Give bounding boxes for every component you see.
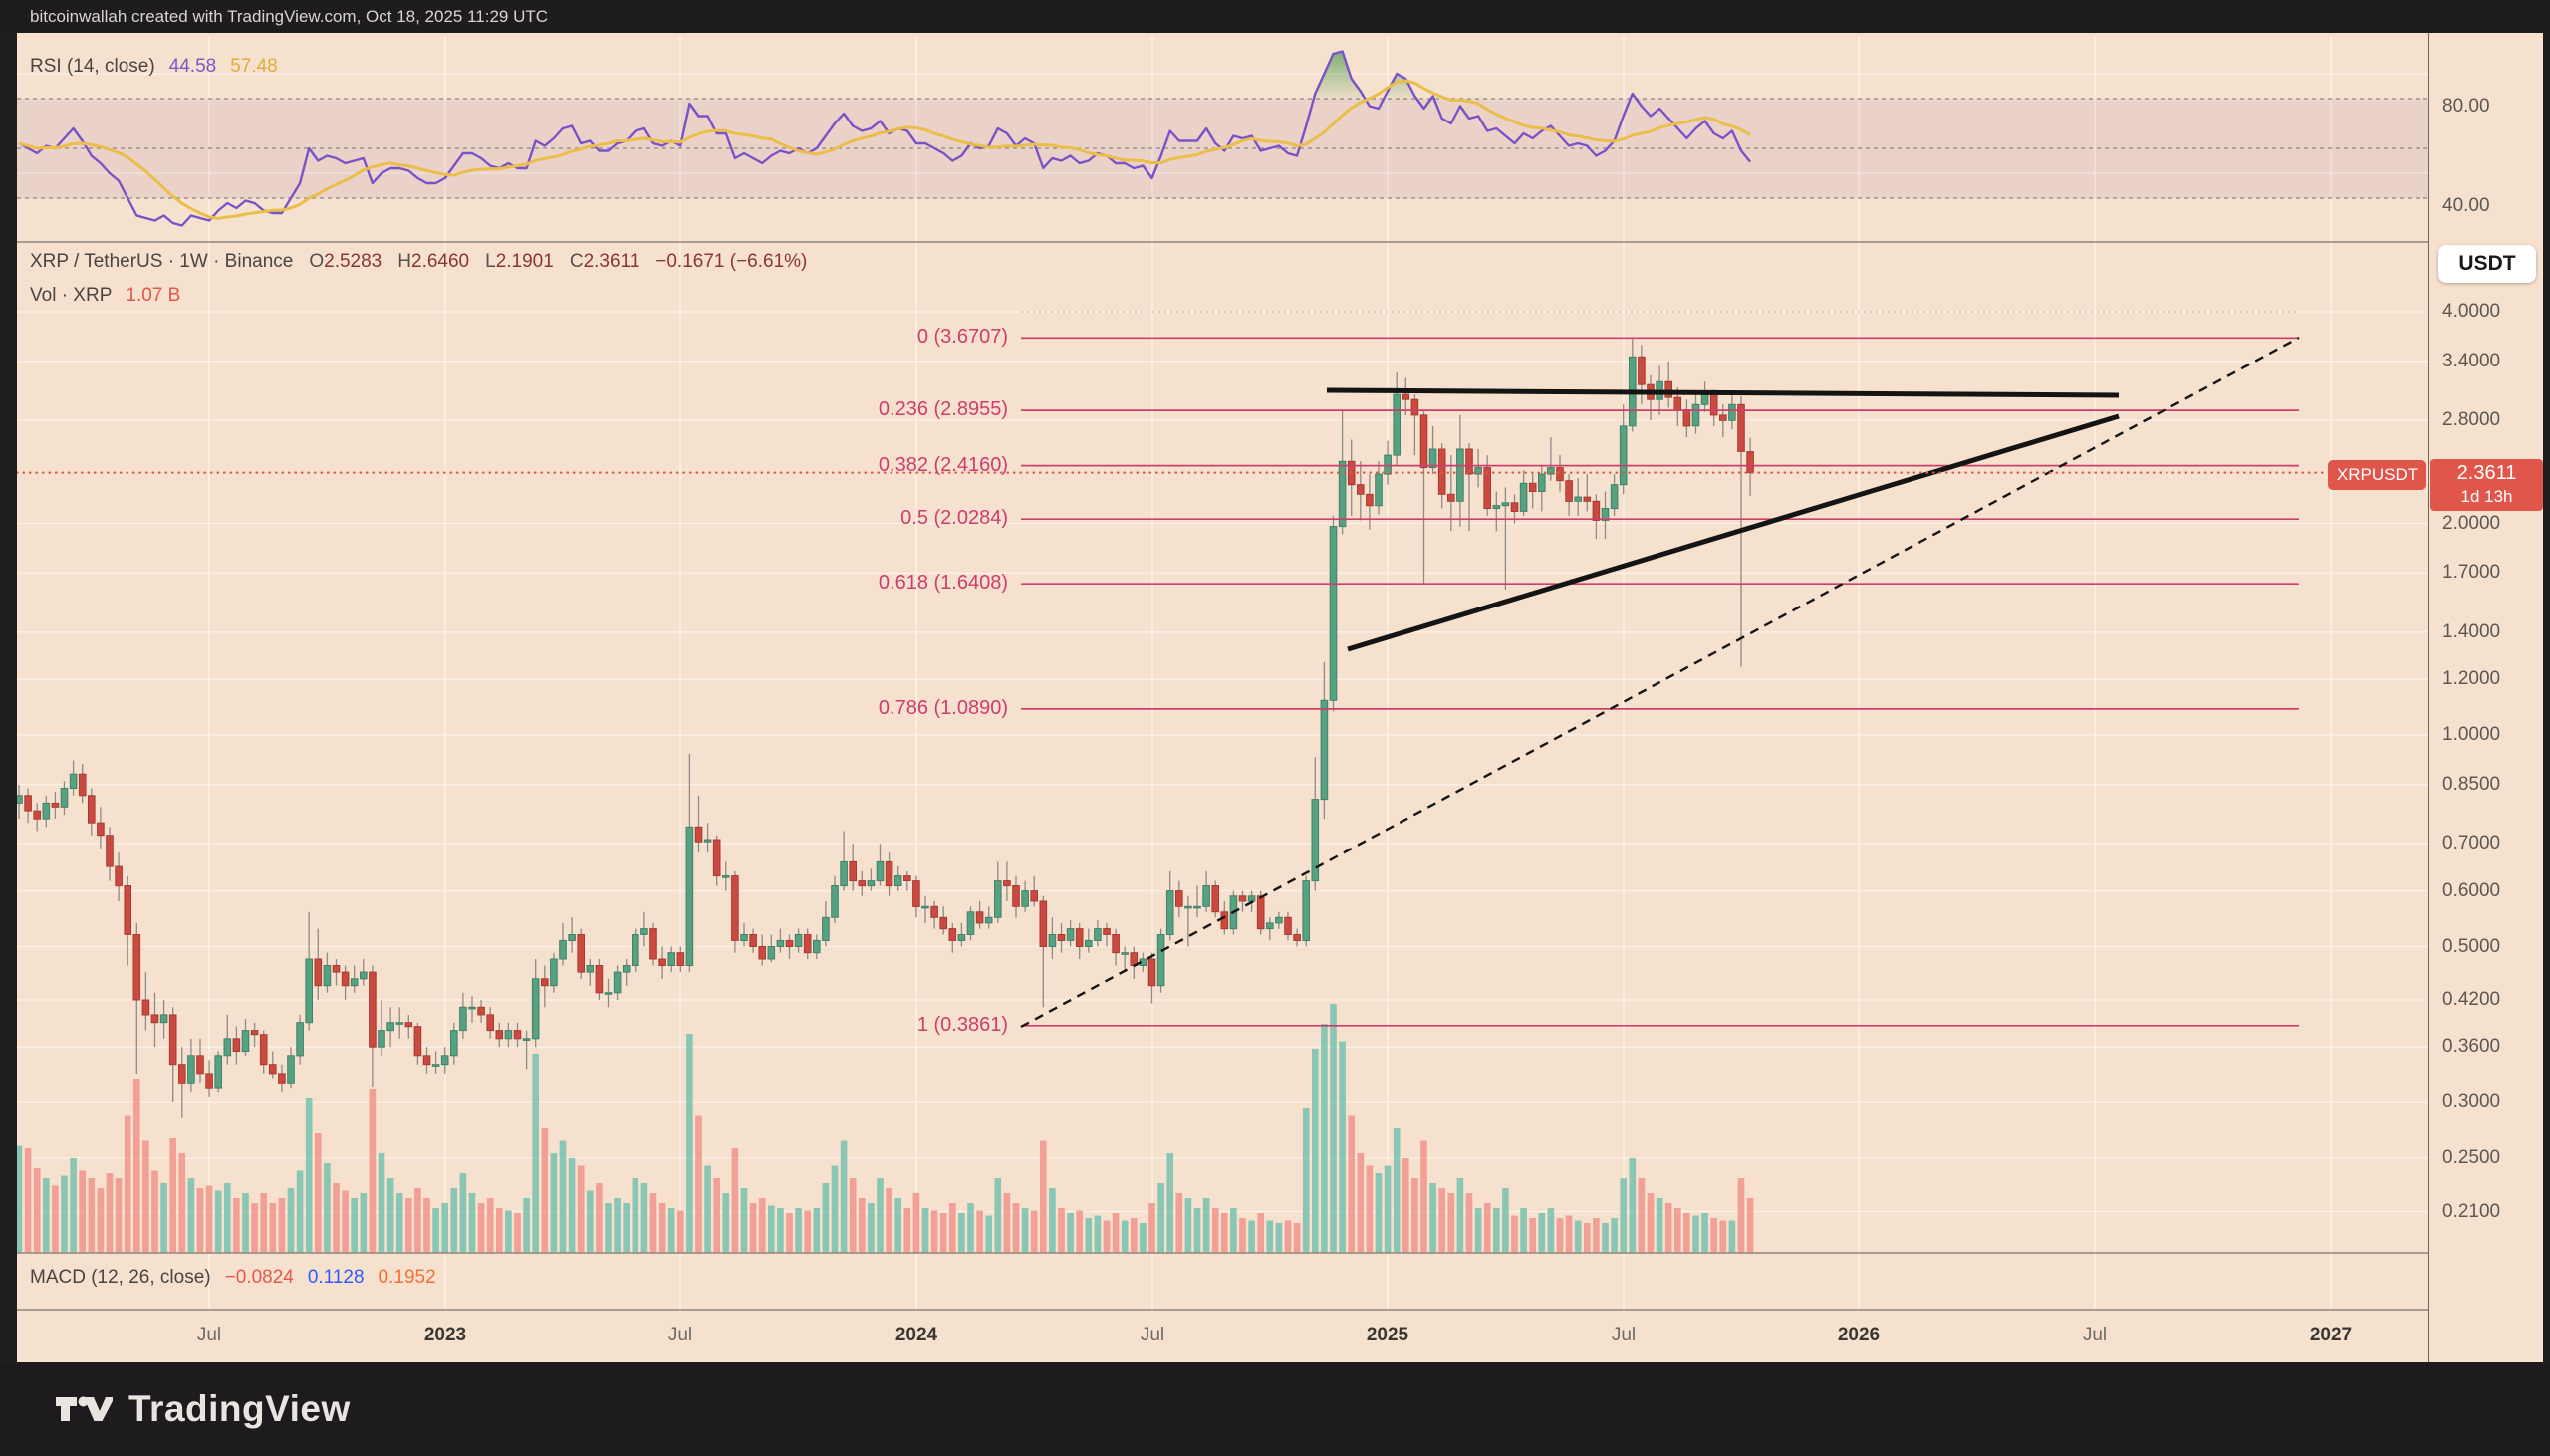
currency-toggle-label: USDT [2458,252,2516,275]
attribution-text: bitcoinwallah created with TradingView.c… [30,7,549,26]
tradingview-wordmark[interactable]: TradingView [128,1388,351,1429]
chart-left-edge [0,33,17,1362]
chart-canvas[interactable] [0,33,2428,1367]
price-axis[interactable] [2428,33,2543,1362]
footer-bar: TradingView [0,1362,2550,1456]
chart-background [0,33,2543,1362]
last-price-value: 2.3611 [2456,462,2517,484]
last-price-badge: 2.3611 1d 13h [2430,459,2543,511]
symbol-price-line-label: XRPUSDT [2328,460,2426,490]
tradingview-logo-icon[interactable] [55,1391,113,1427]
attribution-bar: bitcoinwallah created with TradingView.c… [0,0,2550,33]
bar-countdown: 1d 13h [2460,487,2513,506]
currency-toggle-button[interactable]: USDT [2438,245,2536,283]
